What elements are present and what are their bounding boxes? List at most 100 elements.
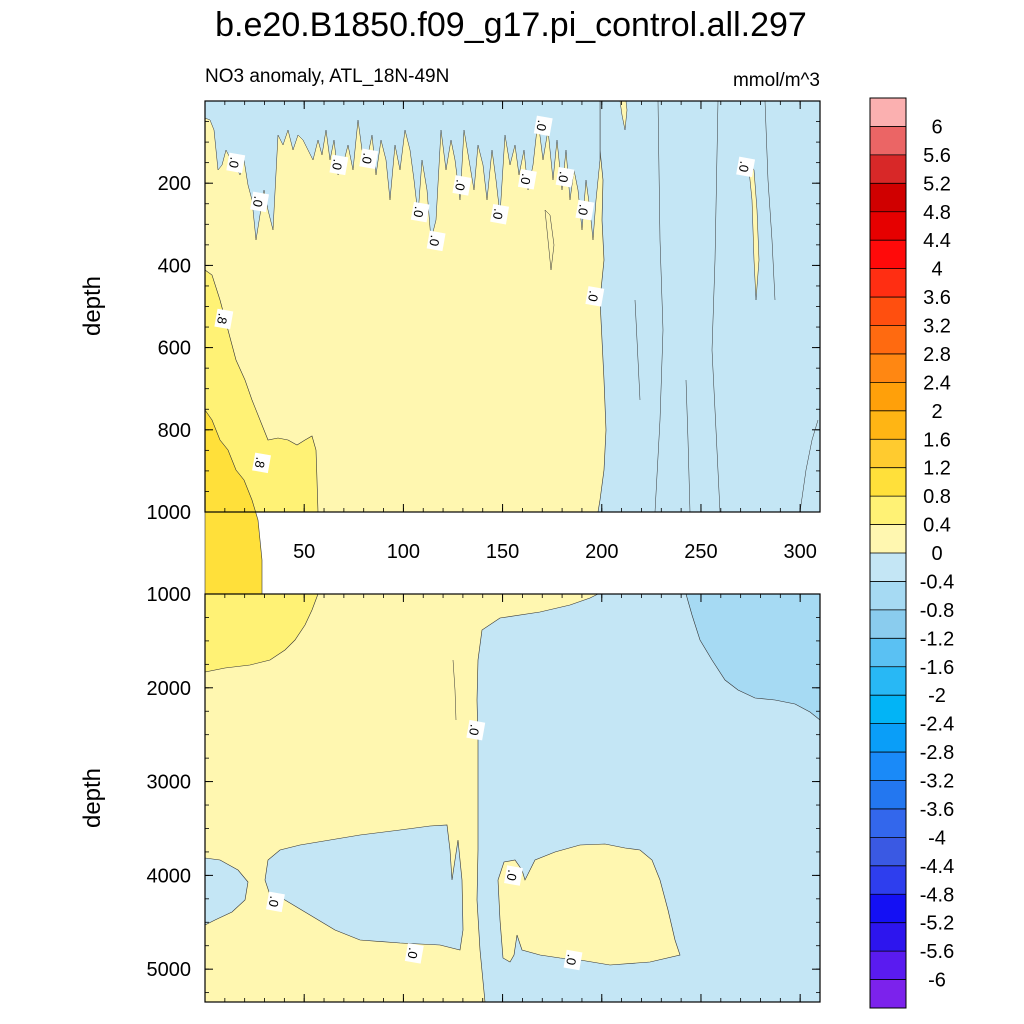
contour-label-bg bbox=[359, 148, 379, 169]
colorbar-label: -3.6 bbox=[920, 799, 954, 821]
field-positive-streak-lower bbox=[452, 659, 457, 721]
contour-label: .0 bbox=[426, 230, 446, 252]
contour-label-text: .0 bbox=[575, 203, 592, 216]
colorbar-label: 2.4 bbox=[923, 372, 951, 394]
field-negative-edge-lower bbox=[204, 857, 249, 926]
colorbar-label: 0 bbox=[931, 543, 942, 565]
colorbar-swatch bbox=[870, 439, 906, 469]
contour-label-text: .0 bbox=[504, 869, 521, 882]
colorbar-swatch bbox=[870, 553, 906, 582]
colorbar-swatch bbox=[870, 524, 906, 554]
colorbar-label: 0.4 bbox=[923, 515, 951, 537]
contour-label-text: .0 bbox=[410, 205, 427, 218]
contour-label: .0 bbox=[585, 286, 605, 307]
y-tick-label: 800 bbox=[158, 420, 191, 442]
x-tick-label: 250 bbox=[684, 541, 717, 563]
contour-label-bg bbox=[404, 943, 424, 964]
contour-label: .0 bbox=[404, 943, 424, 964]
colorbar-label: -2 bbox=[928, 685, 946, 707]
colorbar-swatch bbox=[870, 837, 906, 867]
chart-subtitle: NO3 anomaly, ATL_18N-49N bbox=[205, 66, 449, 87]
field-negative-blob-lower bbox=[264, 824, 464, 951]
contour-label-bg bbox=[252, 452, 271, 474]
colorbar-swatch bbox=[870, 325, 906, 355]
colorbar-label: -1.6 bbox=[920, 657, 954, 679]
contour-label-bg bbox=[265, 891, 285, 913]
contour-label-text: .0 bbox=[329, 158, 346, 171]
colorbar-label: -3.2 bbox=[920, 771, 954, 793]
contour-label: .8 bbox=[214, 308, 234, 330]
lower-ticks: 1000 2000 3000 4000 5000 bbox=[147, 584, 820, 1002]
colorbar-swatch bbox=[870, 382, 906, 412]
colorbar-label: -1.2 bbox=[920, 628, 954, 650]
contour-label: .0 bbox=[265, 891, 285, 913]
contour-label: .0 bbox=[466, 719, 486, 741]
contour-label-bg bbox=[426, 230, 446, 252]
contour-label-bg bbox=[585, 286, 605, 307]
contour-label: .0 bbox=[533, 115, 553, 137]
colorbar-label: 1.6 bbox=[923, 429, 951, 451]
lower-panel: 1000 2000 3000 4000 5000 .0 .0 .0 .0 .0 depth bbox=[79, 584, 821, 1003]
upper-contour-labels: .0 .0 .0 .0 .0 .0 .0 .0 .0 .0 .0 .0 .0 .0 .8 .8 bbox=[214, 115, 756, 474]
colorbar-swatch bbox=[870, 581, 906, 611]
colorbar-label: -2.4 bbox=[920, 714, 954, 736]
contour-label-text: .8 bbox=[252, 456, 269, 469]
contour-label-bg bbox=[504, 865, 523, 886]
field-0.4-0.8-lower bbox=[204, 593, 319, 673]
colorbar-label: 5.2 bbox=[923, 173, 951, 195]
colorbar-swatch bbox=[870, 126, 906, 156]
contour-label-text: .0 bbox=[266, 895, 283, 908]
contour-label-text: .0 bbox=[585, 289, 602, 302]
colorbar-label: 2 bbox=[931, 401, 942, 423]
contour-label-bg bbox=[226, 152, 246, 174]
y-tick-label: 200 bbox=[158, 173, 191, 195]
contour-label-bg bbox=[555, 166, 575, 188]
contour-label-text: .0 bbox=[736, 160, 753, 173]
contour-label-bg bbox=[329, 154, 349, 176]
contour-label-text: .0 bbox=[563, 953, 580, 966]
colorbar-swatch bbox=[870, 752, 906, 781]
contour-label: .0 bbox=[226, 152, 246, 174]
colorbar-label: -6 bbox=[928, 970, 946, 992]
contour-label-text: .0 bbox=[404, 946, 421, 959]
contour-label-bg bbox=[563, 949, 583, 971]
colorbar-swatch bbox=[870, 638, 906, 668]
contour-label-text: .0 bbox=[426, 234, 443, 247]
colorbar-swatch bbox=[870, 496, 906, 526]
units-label: mmol/m^3 bbox=[733, 70, 820, 91]
colorbar-swatch bbox=[870, 467, 906, 497]
colorbar-swatch bbox=[870, 211, 906, 241]
colorbar-label: 4 bbox=[931, 259, 942, 281]
colorbar-swatch bbox=[870, 695, 906, 725]
contour-label: .0 bbox=[452, 175, 472, 196]
contour-label-bg bbox=[214, 308, 234, 330]
colorbar-label: 6 bbox=[931, 116, 942, 138]
colorbar-label: -0.8 bbox=[920, 600, 954, 622]
colorbar-swatch bbox=[870, 922, 906, 952]
y-tick-label: 4000 bbox=[147, 865, 192, 887]
contour-label-bg bbox=[490, 203, 510, 225]
colorbar-swatch bbox=[870, 951, 906, 981]
contour-label-text: .0 bbox=[466, 723, 483, 736]
colorbar-swatch bbox=[870, 410, 906, 440]
colorbar: 6 5.6 5.2 4.8 4.4 4 3.6 3.2 2.8 2.4 2 1.6 1.2 0.8 0.4 0… bbox=[869, 97, 954, 1009]
contour-label: .0 bbox=[736, 156, 756, 178]
contour-label-bg bbox=[533, 115, 553, 137]
contour-label-text: .0 bbox=[518, 172, 535, 185]
colorbar-label: 0.8 bbox=[923, 486, 951, 508]
contour-label: .0 bbox=[504, 865, 523, 886]
colorbar-swatch bbox=[870, 240, 906, 270]
colorbar-swatch bbox=[870, 666, 906, 696]
field-0.4-0.8-upper bbox=[204, 269, 319, 513]
colorbar-swatch bbox=[870, 780, 906, 810]
contour-label: .0 bbox=[329, 154, 349, 176]
y-tick-label: 600 bbox=[158, 338, 191, 360]
y-tick-label: 1000 bbox=[147, 584, 192, 606]
field-negative-right-upper bbox=[597, 100, 821, 513]
contour-label: .8 bbox=[252, 452, 271, 474]
colorbar-swatch bbox=[870, 609, 906, 639]
upper-ticks: 200 400 600 800 1000 50 100 150 200 250 300 bbox=[147, 100, 820, 563]
field-positive-blob-lower bbox=[497, 843, 681, 966]
y-tick-label: 1000 bbox=[147, 502, 192, 524]
